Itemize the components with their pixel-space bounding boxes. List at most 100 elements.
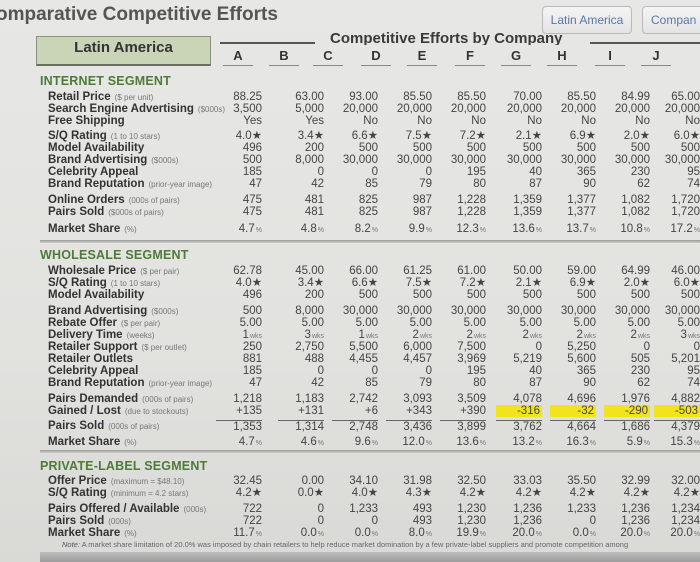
cell-d: 30,000 xyxy=(396,305,432,317)
cell-a: 5.00 xyxy=(239,317,262,329)
region-selector[interactable]: Latin America xyxy=(36,36,211,66)
cell-f: 40 xyxy=(529,365,542,377)
cell-h: 30,000 xyxy=(614,154,650,166)
table-row: Search Engine Advertising ($000s) 3,500 5,0… xyxy=(48,103,700,115)
cell-h: 5.00 xyxy=(627,317,650,329)
row-label: Pairs Sold ($000s of pairs) xyxy=(48,206,164,218)
cell-g: 5,250 xyxy=(567,341,596,353)
title-rule-right xyxy=(590,42,700,44)
cell-e: 80 xyxy=(473,377,486,389)
cell-a: 185 xyxy=(242,365,262,377)
cell-e: 5.00 xyxy=(463,317,486,329)
table-row: Pairs Sold ($000s of pairs) 475 481 825 987 1,… xyxy=(48,206,700,218)
row-label: Search Engine Advertising ($000s) xyxy=(48,103,226,115)
cell-f: -316 xyxy=(496,405,542,417)
cell-a: 3,500 xyxy=(233,103,262,115)
cell-g: 1,377 xyxy=(567,194,596,206)
cell-i: 4,882 xyxy=(671,393,700,405)
cell-b: 200 xyxy=(304,142,324,154)
cell-a: 4.0★ xyxy=(235,277,262,289)
table-row: Retailer Outlets 881 488 4,455 4,457 3,969 5,2… xyxy=(48,353,700,365)
cell-a: 722 xyxy=(242,503,262,515)
company-column-f: F xyxy=(455,48,485,66)
cell-g: 6.9★ xyxy=(569,130,596,142)
cell-h: -290 xyxy=(604,405,650,417)
cell-a: 4.7% xyxy=(238,436,262,448)
cell-d: 12.0% xyxy=(402,436,432,448)
cell-i: 1,720 xyxy=(671,194,700,206)
cell-e: +390 xyxy=(460,405,486,417)
cell-i: 17.2% xyxy=(670,223,700,235)
cell-f: 13.2% xyxy=(512,436,542,448)
segment-divider xyxy=(40,450,700,453)
private-label-segment-title: PRIVATE-LABEL SEGMENT xyxy=(40,459,208,473)
cell-b: 3.4★ xyxy=(297,130,324,142)
company-tab-button[interactable]: Compan xyxy=(642,6,700,34)
cell-c: 500 xyxy=(358,142,378,154)
company-column-h: H xyxy=(547,48,577,66)
cell-i: 6.0★ xyxy=(673,130,700,142)
company-column-b: B xyxy=(269,48,299,66)
table-row: Celebrity Appeal18500019540365230950 xyxy=(48,166,700,178)
cell-h: 230 xyxy=(630,365,650,377)
table-row: Pairs Offered / Available (000s) 722 0 1,233… xyxy=(48,503,700,515)
cell-g: 90 xyxy=(583,377,596,389)
cell-e: 500 xyxy=(466,289,486,301)
cell-i: 5.00 xyxy=(677,317,700,329)
table-row: Market Share (%) 11.7% 0.0% 0.0% 8.0% 19.9% 20.… xyxy=(48,527,700,539)
cell-g: 4.2★ xyxy=(569,487,596,499)
cell-f: 2.1★ xyxy=(515,130,542,142)
cell-e: 30,000 xyxy=(450,305,486,317)
cell-h: 505 xyxy=(630,353,650,365)
cell-c: +6 xyxy=(364,405,378,417)
cell-f: 500 xyxy=(522,142,542,154)
cell-c: 5,500 xyxy=(349,341,378,353)
row-label: Pairs Sold (000s) xyxy=(48,515,131,527)
cell-g: 5,600 xyxy=(567,353,596,365)
cell-i: 95 xyxy=(687,365,700,377)
company-column-c: C xyxy=(313,48,343,66)
cell-b: 42 xyxy=(311,377,324,389)
row-label: Brand Advertising ($000s) xyxy=(48,305,179,317)
cell-i: 32.00 xyxy=(671,475,700,487)
cell-b: +131 xyxy=(298,405,324,417)
region-tab-button[interactable]: Latin America xyxy=(542,6,632,34)
internet-segment-title: INTERNET SEGMENT xyxy=(40,74,171,88)
cell-d: 31.98 xyxy=(403,475,432,487)
cell-g: 2wks xyxy=(576,329,596,341)
cell-b: 3wks xyxy=(304,329,324,341)
row-label: Celebrity Appeal xyxy=(48,365,139,377)
cell-g: 6.9★ xyxy=(569,277,596,289)
cell-e: 7.2★ xyxy=(459,130,486,142)
cell-f: 33.03 xyxy=(513,475,542,487)
cell-i: 4.2★ xyxy=(673,487,700,499)
cell-e: 3,899 xyxy=(440,420,486,433)
cell-h: 10.8% xyxy=(620,223,650,235)
cell-g: 365 xyxy=(576,166,596,178)
cell-e: 19.9% xyxy=(456,527,486,539)
cell-g: 0.0% xyxy=(572,527,596,539)
table-row: Gained / Lost (due to stockouts) +135 +131 +… xyxy=(48,405,700,417)
cell-b: 1,314 xyxy=(278,420,324,433)
row-label: Retailer Support ($ per outlet) xyxy=(48,341,187,353)
bottom-divider xyxy=(40,552,700,562)
cell-g: 5.00 xyxy=(573,317,596,329)
cell-f: 20,000 xyxy=(506,103,542,115)
cell-g: 35.50 xyxy=(567,475,596,487)
private-label-note: Note: A market share limitation of 20.0%… xyxy=(62,540,629,549)
cell-e: 32.50 xyxy=(457,475,486,487)
cell-i: 500 xyxy=(680,289,700,301)
cell-f: 4,078 xyxy=(513,393,542,405)
cell-a: 1,353 xyxy=(216,420,262,433)
cell-a: 722 xyxy=(242,515,262,527)
cell-f: 500 xyxy=(522,289,542,301)
cell-c: 93.00 xyxy=(349,91,378,103)
table-row: Model Availability 496 200 500 500 500 500 500 5… xyxy=(48,142,700,154)
cell-h: 230 xyxy=(630,166,650,178)
cell-f: No xyxy=(527,115,542,127)
cell-f: 0 xyxy=(535,341,542,353)
cell-d: 987 xyxy=(412,194,432,206)
cell-a: 4.2★ xyxy=(235,487,262,499)
cell-h: 30,000 xyxy=(614,305,650,317)
cell-f: 50.00 xyxy=(513,265,542,277)
